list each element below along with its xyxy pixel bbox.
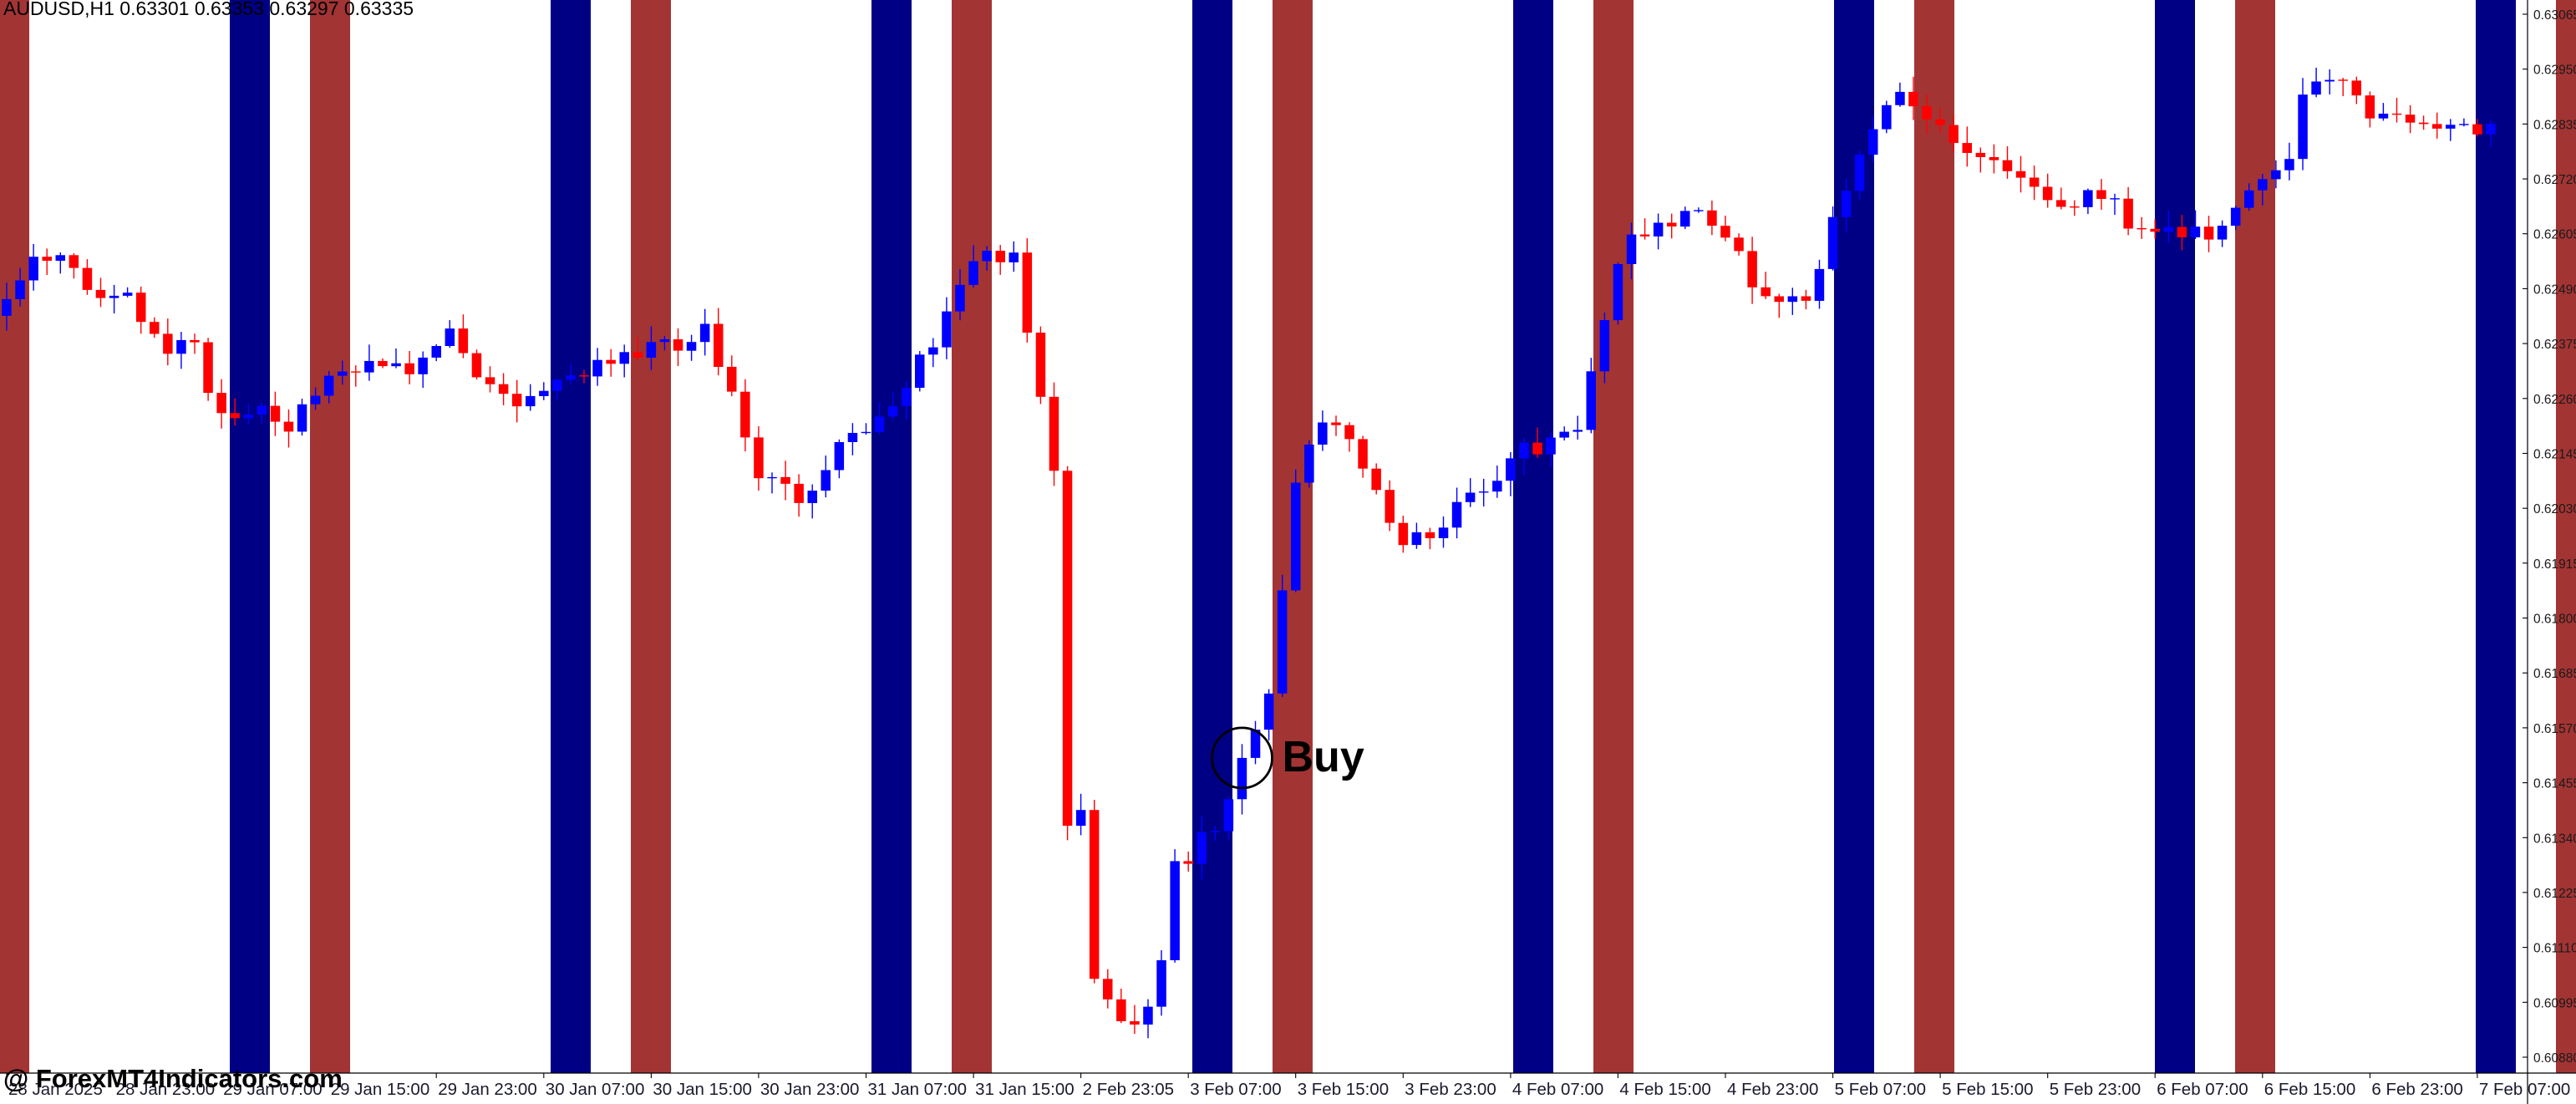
- svg-text:0.60995: 0.60995: [2533, 996, 2576, 1010]
- svg-text:29 Jan 15:00: 29 Jan 15:00: [331, 1080, 430, 1099]
- svg-text:0.62260: 0.62260: [2533, 393, 2576, 407]
- svg-text:0.63065: 0.63065: [2533, 8, 2576, 23]
- svg-text:2 Feb 23:05: 2 Feb 23:05: [1083, 1080, 1174, 1099]
- svg-text:AUDUSD,H1 0.63301 0.63353 0.: AUDUSD,H1 0.63301 0.63353 0.63297 0.6333…: [3, 0, 414, 19]
- svg-text:0.61455: 0.61455: [2533, 777, 2576, 791]
- svg-text:5 Feb 23:00: 5 Feb 23:00: [2050, 1080, 2141, 1099]
- svg-text:0.62145: 0.62145: [2533, 448, 2576, 462]
- svg-text:4 Feb 15:00: 4 Feb 15:00: [1619, 1080, 1710, 1099]
- svg-text:30 Jan 07:00: 30 Jan 07:00: [546, 1080, 645, 1099]
- svg-text:6 Feb 15:00: 6 Feb 15:00: [2264, 1080, 2355, 1099]
- svg-text:0.60880: 0.60880: [2533, 1051, 2576, 1066]
- svg-text:5 Feb 15:00: 5 Feb 15:00: [1942, 1080, 2033, 1099]
- svg-text:31 Jan 15:00: 31 Jan 15:00: [975, 1080, 1075, 1099]
- svg-text:0.61110: 0.61110: [2533, 942, 2576, 956]
- svg-text:3 Feb 07:00: 3 Feb 07:00: [1190, 1080, 1281, 1099]
- svg-text:Buy: Buy: [1283, 733, 1364, 781]
- svg-text:0.62490: 0.62490: [2533, 282, 2576, 297]
- svg-text:6 Feb 07:00: 6 Feb 07:00: [2157, 1080, 2248, 1099]
- svg-text:0.61915: 0.61915: [2533, 557, 2576, 572]
- svg-text:5 Feb 07:00: 5 Feb 07:00: [1835, 1080, 1926, 1099]
- svg-text:7 Feb 07:00: 7 Feb 07:00: [2479, 1080, 2570, 1099]
- svg-text:0.61800: 0.61800: [2533, 613, 2576, 627]
- svg-text:0.62605: 0.62605: [2533, 228, 2576, 242]
- svg-text:0.62835: 0.62835: [2533, 118, 2576, 132]
- svg-text:6 Feb 23:00: 6 Feb 23:00: [2371, 1080, 2462, 1099]
- svg-text:0.62030: 0.62030: [2533, 502, 2576, 516]
- svg-text:3 Feb 23:00: 3 Feb 23:00: [1405, 1080, 1496, 1099]
- svg-text:4 Feb 07:00: 4 Feb 07:00: [1512, 1080, 1603, 1099]
- svg-text:@ ForexMT4Indicators.com: @ ForexMT4Indicators.com: [3, 1064, 343, 1093]
- svg-text:0.61225: 0.61225: [2533, 887, 2576, 901]
- svg-text:30 Jan 15:00: 30 Jan 15:00: [653, 1080, 752, 1099]
- svg-text:0.62375: 0.62375: [2533, 338, 2576, 352]
- svg-text:0.62950: 0.62950: [2533, 64, 2576, 78]
- svg-text:0.62720: 0.62720: [2533, 173, 2576, 187]
- svg-text:0.61340: 0.61340: [2533, 832, 2576, 846]
- svg-text:31 Jan 07:00: 31 Jan 07:00: [868, 1080, 968, 1099]
- svg-text:0.61685: 0.61685: [2533, 667, 2576, 681]
- svg-text:30 Jan 23:00: 30 Jan 23:00: [760, 1080, 860, 1099]
- svg-text:3 Feb 15:00: 3 Feb 15:00: [1298, 1080, 1389, 1099]
- svg-text:29 Jan 23:00: 29 Jan 23:00: [438, 1080, 537, 1099]
- svg-text:4 Feb 23:00: 4 Feb 23:00: [1727, 1080, 1818, 1099]
- svg-text:0.61570: 0.61570: [2533, 722, 2576, 736]
